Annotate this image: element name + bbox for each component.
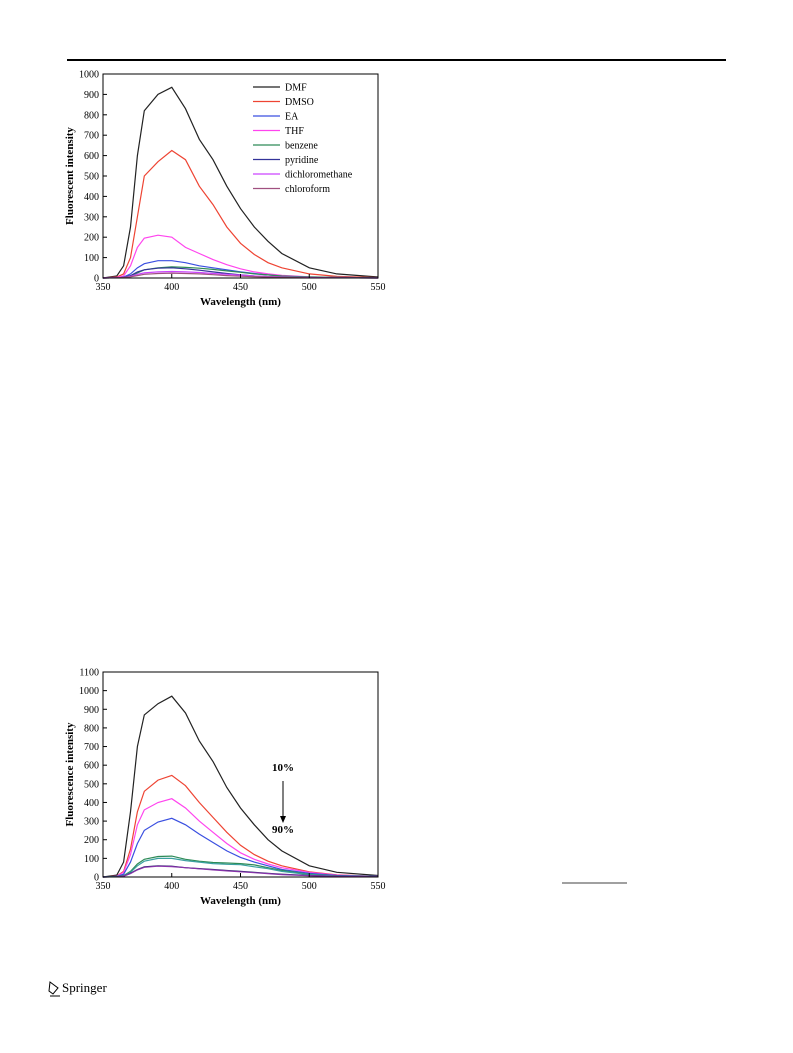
y-tick-label: 800 xyxy=(84,723,99,734)
y-axis-label: Fluorescence intensity xyxy=(64,722,76,826)
legend-label: DMF xyxy=(285,83,307,94)
y-tick-label: 800 xyxy=(84,110,99,121)
y-tick-label: 700 xyxy=(84,742,99,753)
annotation: 90% xyxy=(272,824,294,836)
x-tick-label: 550 xyxy=(371,282,386,293)
y-tick-label: 300 xyxy=(84,817,99,828)
y-tick-label: 500 xyxy=(84,779,99,790)
x-tick-label: 500 xyxy=(302,282,317,293)
springer-logo xyxy=(48,981,60,997)
x-tick-label: 500 xyxy=(302,881,317,892)
legend-label: EA xyxy=(285,112,299,123)
x-axis-label: Wavelength (nm) xyxy=(200,296,281,308)
y-tick-label: 600 xyxy=(84,151,99,162)
y-tick-label: 1000 xyxy=(79,686,99,697)
x-tick-label: 550 xyxy=(371,881,386,892)
x-tick-label: 450 xyxy=(233,282,248,293)
x-axis-label: Wavelength (nm) xyxy=(200,895,281,907)
data-line xyxy=(102,272,379,279)
data-line xyxy=(102,774,379,878)
data-line xyxy=(102,798,379,878)
y-tick-label: 700 xyxy=(84,131,99,142)
annotation: 10% xyxy=(272,762,294,774)
legend-label: benzene xyxy=(285,141,318,152)
y-tick-label: 200 xyxy=(84,233,99,244)
legend-label: THF xyxy=(285,126,304,137)
y-axis-label: Fluorescent intensity xyxy=(64,127,76,225)
x-tick-label: 400 xyxy=(164,282,179,293)
y-tick-label: 1100 xyxy=(79,668,99,679)
y-tick-label: 900 xyxy=(84,705,99,716)
y-tick-label: 500 xyxy=(84,172,99,183)
data-line xyxy=(102,857,379,878)
y-tick-label: 0 xyxy=(94,274,99,285)
data-line xyxy=(102,695,379,878)
arrow-head xyxy=(280,816,286,823)
y-tick-label: 100 xyxy=(84,854,99,865)
legend-label: DMSO xyxy=(285,97,314,108)
data-line xyxy=(102,865,379,878)
y-tick-label: 200 xyxy=(84,835,99,846)
y-tick-label: 600 xyxy=(84,761,99,772)
data-line xyxy=(102,86,379,279)
legend-label: chloroform xyxy=(285,184,330,195)
y-tick-label: 400 xyxy=(84,192,99,203)
data-line xyxy=(102,234,379,279)
y-tick-label: 900 xyxy=(84,90,99,101)
y-tick-label: 100 xyxy=(84,253,99,264)
x-tick-label: 400 xyxy=(164,881,179,892)
y-tick-label: 400 xyxy=(84,798,99,809)
x-tick-label: 350 xyxy=(96,282,111,293)
y-tick-label: 300 xyxy=(84,212,99,223)
y-tick-label: 1000 xyxy=(79,70,99,81)
legend-label: dichloromethane xyxy=(285,170,353,181)
x-tick-label: 450 xyxy=(233,881,248,892)
y-tick-label: 0 xyxy=(94,873,99,884)
footer-publisher: Springer xyxy=(62,980,107,995)
data-line xyxy=(102,817,379,878)
legend-label: pyridine xyxy=(285,155,319,166)
data-line xyxy=(102,149,379,279)
plot-frame xyxy=(102,671,379,878)
x-tick-label: 350 xyxy=(96,881,111,892)
data-line xyxy=(102,855,379,878)
